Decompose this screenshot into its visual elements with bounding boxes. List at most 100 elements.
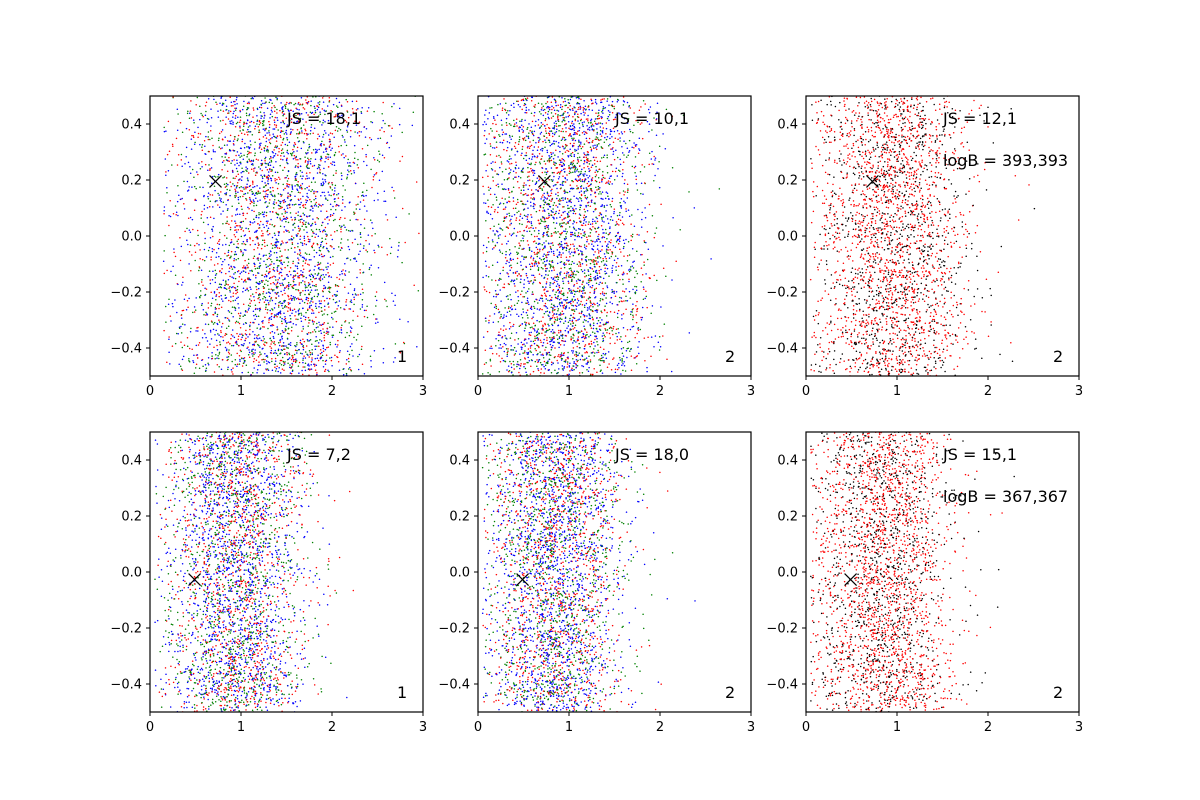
data-point [209,200,212,202]
data-point [260,117,262,119]
data-point [201,161,203,163]
panel-top-middle: 0 1 2 3−0.4−0.20.00.20.4 JS = 10,12 [438,95,755,399]
data-point [273,289,275,291]
data-point [552,142,554,145]
data-point [269,113,272,116]
data-point [412,111,415,114]
data-point [316,339,318,342]
data-point [201,166,203,168]
data-point [197,126,199,129]
data-point [329,203,332,205]
data-point [370,264,372,267]
data-point [230,296,232,298]
data-point [329,326,331,328]
data-point [553,163,555,165]
data-point [672,216,674,219]
data-point [334,198,336,200]
data-point [268,295,271,298]
data-point [483,286,485,288]
data-point [189,112,191,115]
data-point [344,206,346,208]
data-point [179,122,182,124]
data-point [233,273,235,275]
data-point [525,111,528,114]
data-point [250,295,252,297]
data-point [353,157,356,160]
data-point [504,198,506,200]
data-point [273,232,276,235]
data-point [512,170,515,172]
data-point [260,279,263,282]
data-point [322,273,324,276]
data-point [559,232,561,235]
data-point [317,294,320,296]
data-point [280,102,282,104]
data-point [323,334,326,337]
data-point [363,227,366,229]
data-point [340,226,342,228]
data-point [309,160,312,163]
data-point [533,300,536,303]
data-point [526,342,528,344]
data-point [318,305,320,308]
data-point [567,211,570,213]
data-point [254,194,256,196]
data-point [247,150,249,153]
data-point [517,343,519,345]
data-point [323,167,325,170]
data-point [601,311,603,314]
data-point [329,264,332,266]
data-point [564,329,567,332]
data-point [280,152,283,155]
data-point [320,274,323,277]
data-point [510,366,513,369]
data-point [267,220,269,222]
data-point [254,174,257,177]
data-point [187,306,189,308]
data-point [297,103,299,105]
data-point [274,244,277,247]
data-point [271,323,274,326]
data-point [522,126,525,128]
data-point [320,300,322,302]
data-point [224,192,226,195]
data-point [236,151,239,153]
data-point [249,325,251,328]
data-point [560,245,562,247]
data-point [256,371,258,374]
data-point [188,186,190,188]
data-point [357,122,359,125]
data-point [249,324,251,326]
data-point [264,197,266,200]
data-point [379,137,382,140]
data-point [489,193,492,196]
data-point [484,289,486,291]
data-point [243,133,246,136]
data-point [188,229,191,231]
data-point [217,175,219,178]
data-point [188,297,190,300]
data-point [588,221,590,223]
data-point [350,370,353,372]
data-point [271,136,273,139]
data-point [336,112,339,115]
data-point [534,262,536,264]
data-point [589,361,592,363]
data-point [269,264,271,266]
data-point [350,331,352,334]
data-point [206,207,209,209]
data-point [513,214,516,216]
data-point [247,262,250,265]
data-point [280,359,283,362]
data-point [244,271,247,273]
data-point [241,170,244,173]
data-point [256,172,258,174]
data-point [222,336,224,338]
data-point [236,332,238,335]
data-point [618,366,620,369]
data-point [354,131,356,133]
data-point [319,302,321,305]
data-point [216,363,219,366]
data-point [253,218,255,221]
data-point [297,120,300,122]
